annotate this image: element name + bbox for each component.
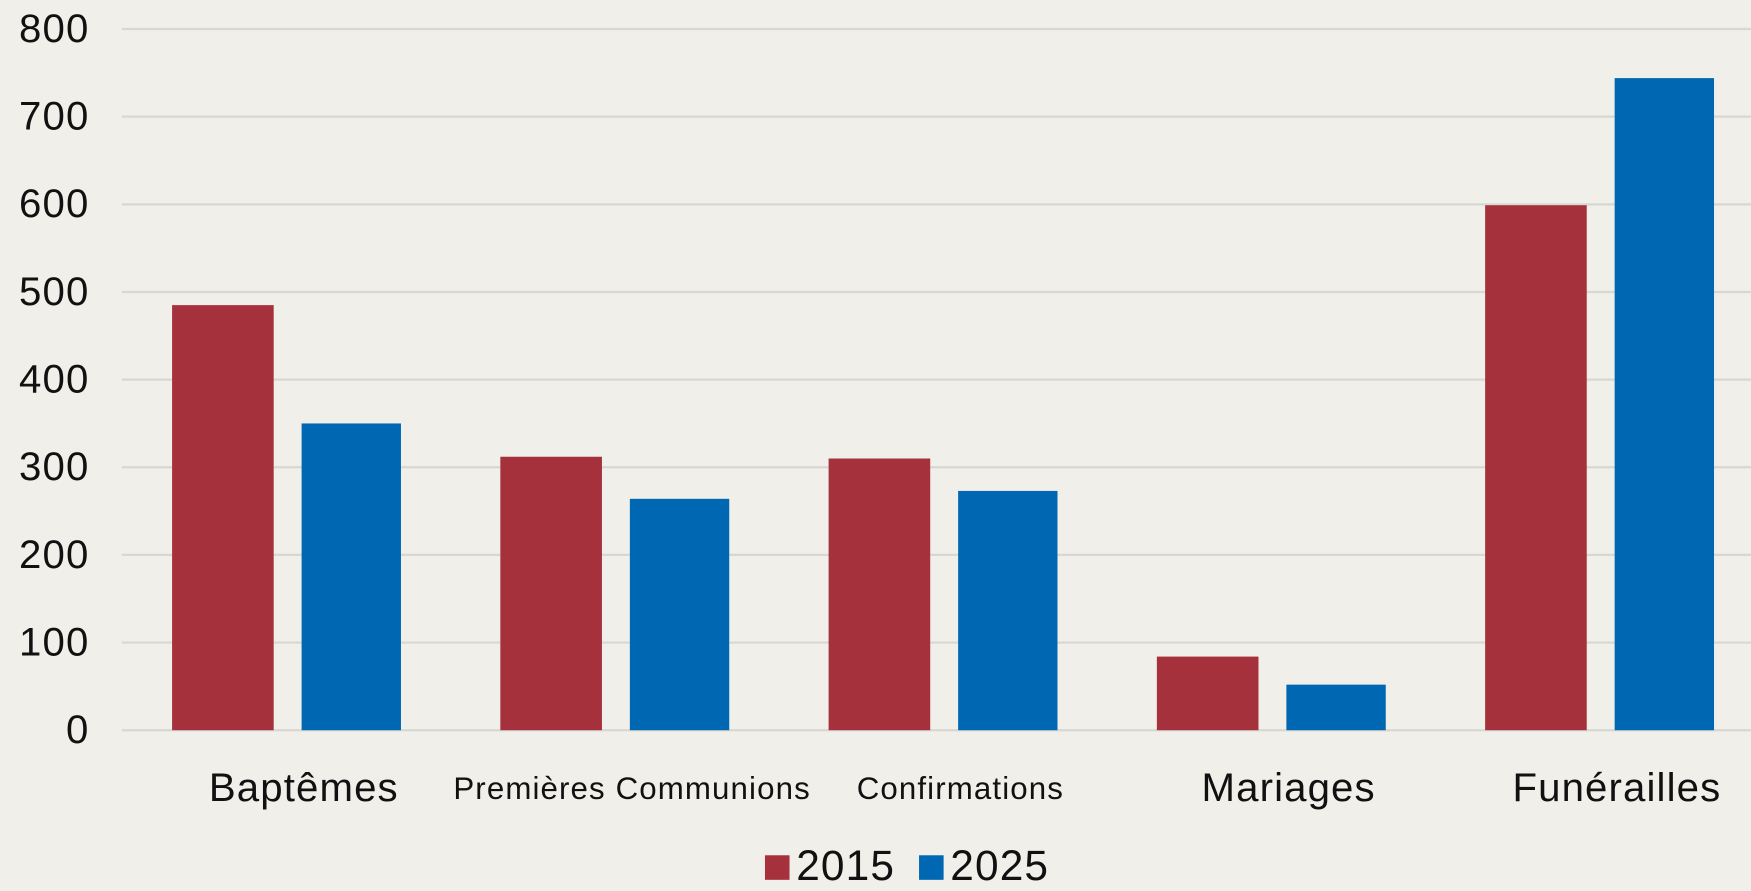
bar	[1286, 684, 1386, 731]
y-tick-label: 0	[66, 707, 89, 752]
x-tick-label: Confirmations	[857, 771, 1064, 806]
y-tick-label: 300	[19, 444, 89, 489]
y-tick-label: 200	[19, 532, 89, 577]
y-tick-label: 700	[19, 94, 89, 139]
bar	[172, 305, 274, 731]
bar	[500, 456, 602, 731]
legend-label: 2025	[950, 842, 1049, 889]
y-tick-label: 400	[19, 356, 89, 401]
y-tick-label: 500	[19, 269, 89, 314]
bar	[1485, 205, 1587, 731]
legend-swatch	[919, 855, 944, 880]
y-tick-label: 600	[19, 181, 89, 226]
legend-swatch	[764, 855, 790, 880]
x-tick-label: Premières Communions	[453, 771, 811, 806]
x-tick-label: Mariages	[1202, 765, 1376, 810]
bar	[958, 490, 1058, 731]
legend-label: 2015	[796, 842, 895, 889]
y-tick-label: 800	[19, 6, 89, 51]
y-tick-label: 100	[19, 619, 89, 664]
x-tick-label: Baptêmes	[209, 765, 399, 810]
bar	[1614, 78, 1715, 731]
bar	[301, 423, 401, 731]
x-tick-label: Funérailles	[1512, 765, 1721, 810]
bar	[629, 498, 730, 731]
bar	[828, 458, 931, 731]
bar	[1156, 656, 1259, 731]
